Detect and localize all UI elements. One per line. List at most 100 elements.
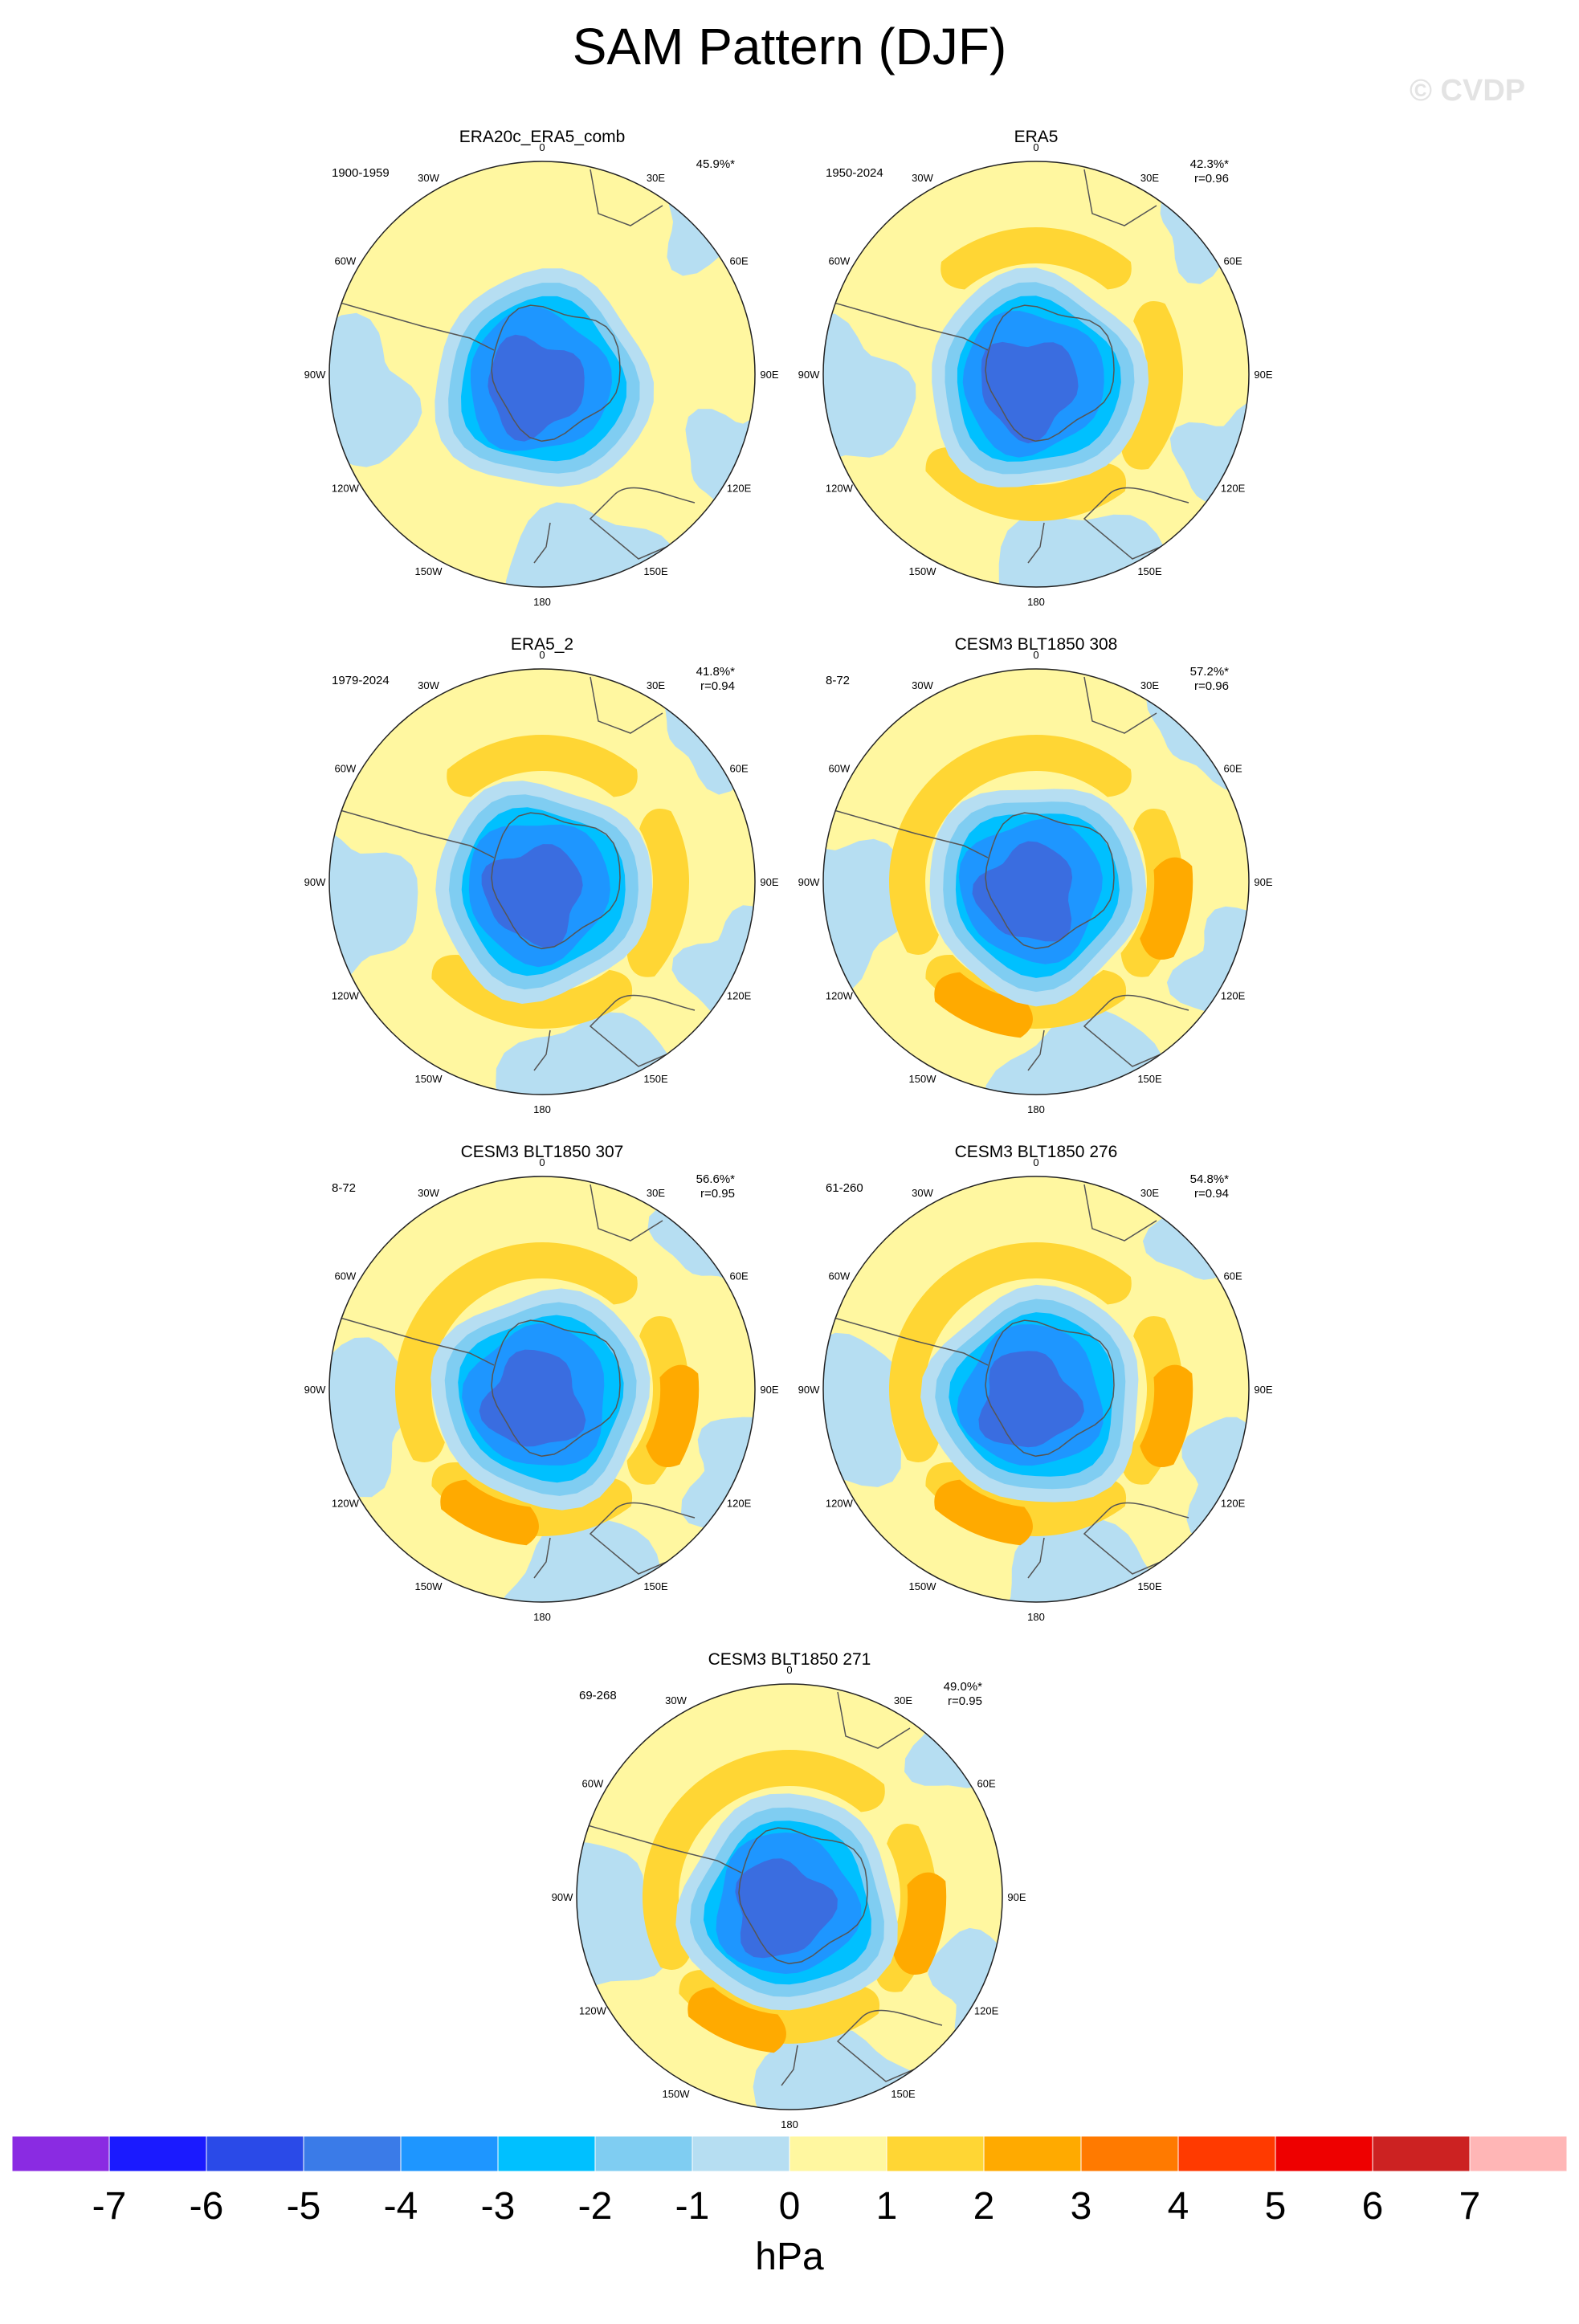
longitude-label: 0	[1033, 141, 1038, 153]
colorbar-tick-label: -1	[675, 2185, 710, 2228]
positive-lobe	[925, 446, 1127, 521]
colorbar-box	[594, 2135, 693, 2172]
colorbar-box	[303, 2135, 402, 2172]
polar-map-2: 0 30E 60E 90E 120E 150E 180 150W 120W 90W 60W 30W	[798, 141, 1273, 608]
longitude-label: 150W	[663, 2088, 691, 2100]
polar-map-6: 0 30E 60E 90E 120E 150E 180 150W 120W 90W 60W 30W	[798, 1156, 1273, 1623]
longitude-label: 150W	[415, 1580, 443, 1592]
colorbar-tick-label: 6	[1361, 2185, 1384, 2228]
longitude-label: 180	[1027, 1103, 1045, 1115]
panel-stats: 57.2%* r=0.96	[1132, 665, 1229, 694]
longitude-label: 30W	[912, 1187, 933, 1199]
colorbar-boxes	[11, 2135, 1568, 2172]
south-america-coastline	[337, 809, 495, 858]
panel-year-range: 69-268	[579, 1689, 617, 1702]
antarctica-coastline	[491, 812, 621, 950]
australia-coastline	[589, 1502, 696, 1575]
negative-core-5	[981, 341, 1079, 444]
colorbar-box	[1275, 2135, 1373, 2172]
australia-coastline	[589, 994, 696, 1067]
new-zealand-coastline	[1027, 1537, 1045, 1579]
longitude-label: 180	[533, 1611, 551, 1623]
positive-lobe	[642, 1781, 721, 1970]
colorbar-box	[1469, 2135, 1568, 2172]
panel-year-range: 1900-1959	[332, 166, 390, 180]
positive-lobe-strong	[1140, 857, 1193, 960]
longitude-label: 120W	[332, 483, 360, 495]
colorbar-box	[1177, 2135, 1276, 2172]
colorbar-tick-label: -7	[92, 2185, 127, 2228]
longitude-label: 0	[539, 141, 545, 153]
colorbar-box	[497, 2135, 596, 2172]
antarctica-coastline	[985, 1319, 1115, 1458]
south-america-coastline	[830, 1316, 989, 1366]
longitude-label: 150W	[909, 565, 937, 577]
panel-year-range: 8-72	[332, 1181, 357, 1195]
longitude-label: 30E	[1140, 679, 1159, 691]
positive-lobe	[447, 735, 638, 797]
longitude-label: 30W	[912, 172, 933, 184]
pattern-correlation: r=0.94	[1194, 1187, 1229, 1201]
negative-core-5	[735, 1858, 838, 1959]
longitude-label: 90E	[760, 369, 778, 381]
variance-explained: 54.8%*	[1189, 1172, 1229, 1186]
longitude-label: 150W	[909, 1073, 937, 1085]
antarctica-coastline	[738, 1827, 868, 1965]
positive-lobe	[888, 766, 968, 955]
variance-explained: 42.3%*	[1189, 157, 1229, 171]
longitude-label: 60E	[730, 763, 749, 775]
colorbar-tick-label: 0	[778, 2185, 801, 2228]
longitude-label: 30E	[1140, 1187, 1159, 1199]
polar-map-5: 0 30E 60E 90E 120E 150E 180 150W 120W 90W 60W 30W	[304, 1156, 779, 1623]
map-border	[328, 161, 756, 588]
longitude-label: 150W	[415, 565, 443, 577]
longitude-label: 120E	[727, 483, 752, 495]
africa-coastline	[1083, 1184, 1157, 1242]
colorbar-tick-label: 2	[973, 2185, 995, 2228]
negative-core-5	[978, 1351, 1084, 1448]
longitude-label: 150E	[643, 1580, 668, 1592]
australia-coastline	[1083, 1502, 1189, 1575]
colorbar-box	[789, 2135, 887, 2172]
longitude-label: 60E	[1224, 255, 1242, 267]
colorbar-tick-label: -2	[577, 2185, 613, 2228]
longitude-label: 0	[539, 649, 545, 661]
panel-stats: 42.3%* r=0.96	[1132, 157, 1229, 186]
new-zealand-coastline	[533, 1537, 551, 1579]
new-zealand-coastline	[533, 522, 551, 564]
positive-lobe-strong	[934, 1479, 1033, 1546]
longitude-label: 90W	[304, 876, 326, 888]
longitude-label: 180	[1027, 596, 1045, 608]
longitude-label: 0	[1033, 649, 1038, 661]
colorbar-unit: hPa	[755, 2236, 824, 2278]
longitude-label: 60W	[582, 1778, 604, 1790]
longitude-label: 150E	[1137, 565, 1162, 577]
colorbar-box	[983, 2135, 1082, 2172]
colorbar-tick-label: -5	[286, 2185, 321, 2228]
longitude-label: 150E	[1137, 1073, 1162, 1085]
colorbar-tick-label: -3	[480, 2185, 516, 2228]
longitude-label: 90W	[304, 369, 326, 381]
longitude-label: 90W	[798, 369, 820, 381]
map-border	[328, 1176, 756, 1603]
africa-coastline	[590, 1184, 663, 1242]
panel-title: ERA5_2	[510, 635, 574, 654]
longitude-label: 90E	[1254, 369, 1272, 381]
south-america-coastline	[830, 809, 989, 858]
longitude-label: 120E	[727, 1498, 752, 1510]
antarctica-coastline	[985, 812, 1115, 950]
longitude-label: 90W	[798, 1384, 820, 1396]
panel-title: CESM3 BLT1850 271	[708, 1650, 871, 1669]
longitude-label: 180	[1027, 1611, 1045, 1623]
panel-stats: 45.9%*	[639, 157, 735, 172]
positive-lobe-strong	[646, 1364, 700, 1468]
longitude-label: 0	[1033, 1156, 1038, 1168]
positive-lobe	[888, 1274, 968, 1462]
colorbar-tick-label: 5	[1264, 2185, 1287, 2228]
positive-lobe	[431, 954, 633, 1029]
longitude-label: 150E	[891, 2088, 916, 2100]
negative-core-5	[479, 1349, 586, 1447]
map-border	[822, 1176, 1250, 1603]
antarctica-coastline	[491, 1319, 621, 1458]
positive-lobe-strong	[440, 1479, 539, 1546]
